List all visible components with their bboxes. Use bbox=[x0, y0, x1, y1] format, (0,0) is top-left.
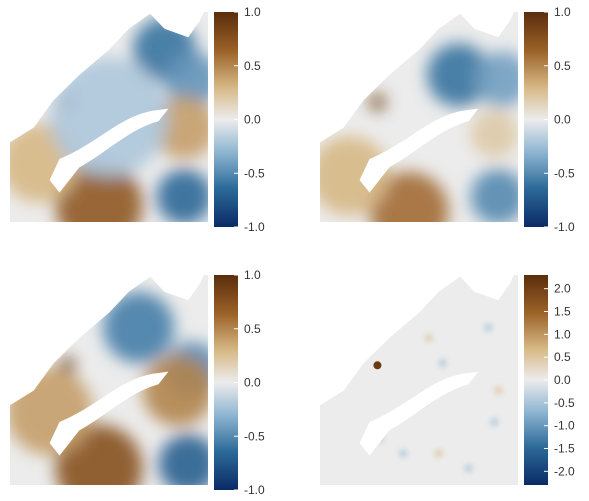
heatmap-blob bbox=[424, 334, 433, 342]
heatmap-blob bbox=[103, 291, 175, 364]
colorbar-tick-label: 0.5 bbox=[554, 59, 571, 73]
colorbar-tick-label: 1.5 bbox=[554, 305, 571, 319]
heatmap-blob bbox=[426, 43, 491, 107]
sea-mask bbox=[320, 275, 463, 406]
heatmap-panel-3 bbox=[10, 275, 208, 485]
heatmap-blob bbox=[373, 361, 382, 370]
heatmap-blob bbox=[142, 354, 208, 427]
sea-mask bbox=[10, 275, 153, 406]
heatmap-blob bbox=[470, 169, 518, 222]
heatmap-blob bbox=[164, 51, 208, 107]
heatmap-blobs bbox=[320, 43, 518, 222]
colorbar-tick-label: 0.0 bbox=[554, 113, 571, 127]
heatmap-blob bbox=[55, 161, 143, 222]
colorbar-tick-label: -0.5 bbox=[244, 429, 265, 443]
heatmap-blob bbox=[470, 110, 518, 158]
heatmap-field bbox=[10, 275, 208, 485]
colorbar-4: 2.0 1.5 1.0 0.5 0.0 -0.5 -1.0 -1.5 -2.0 bbox=[524, 275, 575, 485]
heatmap-field bbox=[320, 275, 518, 485]
colorbar-tick-label: -1.0 bbox=[554, 220, 575, 234]
colorbar-tick-label: 1.0 bbox=[244, 5, 261, 19]
colorbar-tick-label: 1.0 bbox=[244, 268, 261, 282]
heatmap-blob bbox=[434, 449, 443, 458]
heatmap-blob bbox=[369, 171, 449, 222]
colorbar-tick-label: -2.0 bbox=[554, 464, 575, 478]
heatmap-blob bbox=[59, 357, 76, 374]
heatmap-blob bbox=[474, 51, 518, 107]
fjord-mask bbox=[458, 275, 515, 301]
heatmap-field bbox=[320, 12, 518, 222]
heatmap-blobs bbox=[10, 291, 208, 485]
heatmap-blob bbox=[49, 57, 169, 177]
fjord-mask bbox=[458, 12, 515, 38]
heatmap-blob bbox=[438, 359, 447, 368]
colorbar-tick-label: 1.0 bbox=[554, 5, 571, 19]
fjord-mask bbox=[49, 108, 169, 193]
fjord-mask bbox=[148, 12, 205, 38]
heatmap-panel-1 bbox=[10, 12, 208, 222]
colorbar-tick-label: 0.0 bbox=[554, 373, 571, 387]
heatmap-panel-2 bbox=[320, 12, 518, 222]
colorbar-tick-label: -0.5 bbox=[554, 166, 575, 180]
colorbar-tick-label: 0.5 bbox=[244, 322, 261, 336]
heatmap-blob bbox=[494, 386, 503, 395]
heatmap-blob bbox=[490, 418, 499, 426]
colorbar-tick-label: 1.0 bbox=[554, 327, 571, 341]
fjord-mask bbox=[148, 275, 205, 301]
heatmap-blob bbox=[399, 449, 408, 458]
heatmap-blob bbox=[158, 434, 208, 485]
sea-mask bbox=[320, 12, 463, 143]
fjord-mask bbox=[359, 108, 479, 193]
colorbar-2: 1.0 0.5 0.0 -0.5 -1.0 bbox=[524, 5, 575, 234]
colorbar-tick-label: 0.5 bbox=[244, 59, 261, 73]
colorbar-tick-label: 0.0 bbox=[244, 113, 261, 127]
colorbar-tick-label: 2.0 bbox=[554, 282, 571, 296]
colorbar-tick-label: -0.5 bbox=[244, 166, 265, 180]
colorbar-1: 1.0 0.5 0.0 -0.5 -1.0 bbox=[214, 5, 265, 234]
colorbar-tick-label: -0.5 bbox=[554, 396, 575, 410]
colorbar-tick-label: -1.0 bbox=[554, 419, 575, 433]
heatmap-blob bbox=[369, 94, 386, 111]
heatmap-blob bbox=[484, 323, 493, 332]
colorbar-tick-label: -1.0 bbox=[244, 483, 265, 496]
fjord-mask bbox=[49, 371, 169, 456]
heatmap-field bbox=[10, 12, 208, 222]
colorbar-tick-label: -1.0 bbox=[244, 220, 265, 234]
colorbar-tick-label: 0.5 bbox=[554, 350, 571, 364]
fjord-mask bbox=[359, 371, 479, 456]
colorbar-tick-label: -1.5 bbox=[554, 441, 575, 455]
heatmap-panel-4 bbox=[320, 275, 518, 485]
heatmap-blob bbox=[320, 136, 390, 216]
heatmap-blob bbox=[156, 169, 208, 222]
colorbar-3: 1.0 0.5 0.0 -0.5 -1.0 bbox=[214, 268, 265, 497]
sea-mask bbox=[10, 12, 153, 143]
colorbar-tick-label: 0.0 bbox=[244, 376, 261, 390]
heatmap-blob bbox=[464, 464, 473, 473]
